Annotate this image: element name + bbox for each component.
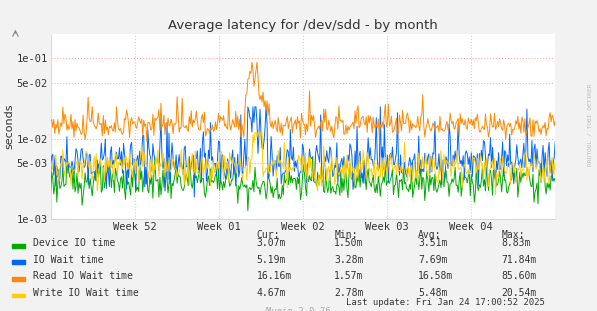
Text: 85.60m: 85.60m (501, 271, 537, 281)
FancyBboxPatch shape (12, 277, 25, 281)
Text: 5.48m: 5.48m (418, 288, 447, 298)
Text: 4.67m: 4.67m (257, 288, 286, 298)
Text: 3.07m: 3.07m (257, 238, 286, 248)
Text: 16.16m: 16.16m (257, 271, 292, 281)
Y-axis label: seconds: seconds (4, 104, 14, 150)
Text: 1.50m: 1.50m (334, 238, 364, 248)
Text: Cur:: Cur: (257, 230, 280, 240)
Text: Write IO Wait time: Write IO Wait time (33, 288, 139, 298)
Text: RRDTOOL / TOBI OETIKER: RRDTOOL / TOBI OETIKER (588, 83, 593, 166)
Text: 3.51m: 3.51m (418, 238, 447, 248)
FancyBboxPatch shape (12, 261, 25, 264)
FancyBboxPatch shape (12, 244, 25, 248)
Text: 7.69m: 7.69m (418, 255, 447, 265)
Text: Munin 2.0.76: Munin 2.0.76 (266, 307, 331, 311)
Text: 20.54m: 20.54m (501, 288, 537, 298)
Text: 71.84m: 71.84m (501, 255, 537, 265)
Text: 1.57m: 1.57m (334, 271, 364, 281)
Title: Average latency for /dev/sdd - by month: Average latency for /dev/sdd - by month (168, 19, 438, 32)
Text: Last update: Fri Jan 24 17:00:52 2025: Last update: Fri Jan 24 17:00:52 2025 (346, 298, 545, 307)
Text: 5.19m: 5.19m (257, 255, 286, 265)
Text: IO Wait time: IO Wait time (33, 255, 103, 265)
Text: 16.58m: 16.58m (418, 271, 453, 281)
FancyBboxPatch shape (12, 294, 25, 297)
Text: Device IO time: Device IO time (33, 238, 115, 248)
Text: 8.83m: 8.83m (501, 238, 531, 248)
Text: Read IO Wait time: Read IO Wait time (33, 271, 133, 281)
Text: 2.78m: 2.78m (334, 288, 364, 298)
Text: 3.28m: 3.28m (334, 255, 364, 265)
Text: Max:: Max: (501, 230, 525, 240)
Text: Avg:: Avg: (418, 230, 441, 240)
Text: Min:: Min: (334, 230, 358, 240)
